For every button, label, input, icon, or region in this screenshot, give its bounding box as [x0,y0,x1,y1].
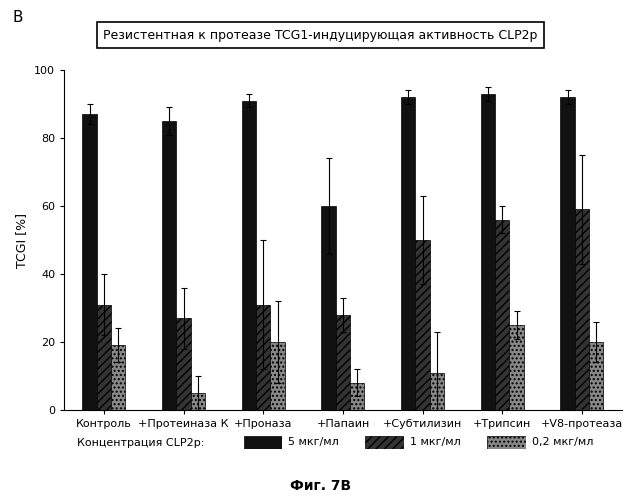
Bar [83,114,97,410]
Bar [495,220,510,410]
Bar [176,318,191,410]
Bar [429,372,444,410]
Text: Резистентная к протеазе TCG1-индуцирующая активность CLP2p: Резистентная к протеазе TCG1-индуцирующа… [103,28,538,42]
Text: В: В [13,10,23,25]
Bar [162,121,176,410]
Bar [401,97,415,410]
Bar [242,100,256,410]
Bar [589,342,603,410]
Bar [256,304,271,410]
Text: Концентрация CLP2р:: Концентрация CLP2р: [77,438,204,448]
Bar [191,393,205,410]
Text: 1 мкг/мл: 1 мкг/мл [410,438,461,448]
Bar [415,240,429,410]
Bar [575,210,589,410]
Y-axis label: TCGI [%]: TCGI [%] [15,212,28,268]
Text: Фиг. 7В: Фиг. 7В [290,479,351,493]
Text: 0,2 мкг/мл: 0,2 мкг/мл [532,438,594,448]
Bar [560,97,575,410]
Bar [336,315,350,410]
Bar [321,206,336,410]
Bar [271,342,285,410]
Bar [111,346,126,410]
Bar [510,325,524,410]
Text: 5 мкг/мл: 5 мкг/мл [288,438,339,448]
Bar [97,304,111,410]
Bar [350,383,365,410]
Bar [481,94,495,410]
